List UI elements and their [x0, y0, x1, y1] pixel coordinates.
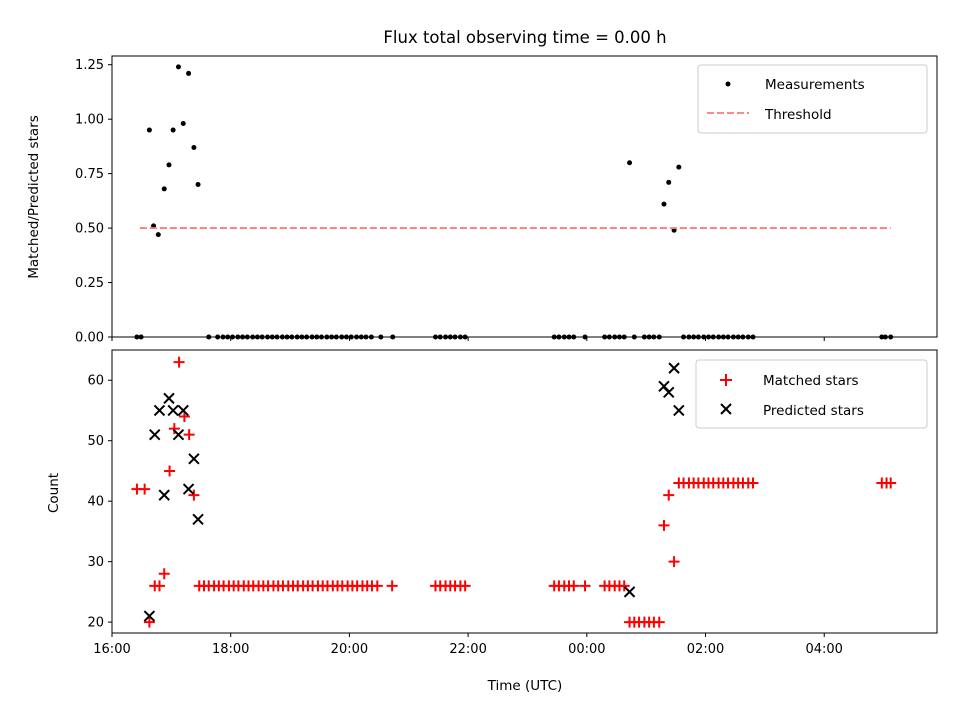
top-y-tick-label: 0.50 — [75, 222, 104, 237]
x-tick-label: 16:00 — [93, 642, 130, 657]
matched-star-point — [386, 580, 398, 592]
matched-star-point — [747, 477, 759, 489]
measurement-point — [191, 144, 197, 150]
matched-star-point — [139, 483, 151, 495]
measurement-point — [161, 186, 167, 192]
matched-star-point — [183, 429, 195, 441]
bottom-y-axis-label: Count — [46, 473, 62, 513]
bottom-y-tick-label: 20 — [87, 616, 104, 631]
measurement-point — [180, 121, 186, 127]
measurement-point — [666, 179, 672, 185]
bottom-y-tick-label: 40 — [87, 495, 104, 510]
top-plot-frame — [111, 55, 938, 338]
measurement-point — [186, 70, 192, 76]
matched-star-point — [188, 489, 200, 501]
top-y-tick-label: 0.25 — [75, 276, 104, 291]
matched-star-point — [143, 616, 155, 628]
measurement-point — [175, 64, 181, 70]
top-plot-axes: 0.00 0.25 0.50 0.75 1.00 1.25 — [75, 58, 825, 346]
bottom-legend: Matched stars Predicted stars — [695, 359, 928, 429]
legend-threshold-label: Threshold — [764, 107, 832, 123]
bottom-plot-frame — [111, 349, 938, 634]
predicted-star-point — [153, 404, 166, 417]
top-y-tick-label: 0.75 — [75, 167, 104, 182]
measurement-point — [676, 164, 682, 170]
legend-matched-label: Matched stars — [763, 373, 859, 389]
measurement-point — [151, 223, 157, 229]
legend-measurements-marker — [725, 81, 731, 87]
top-y-axis-label: Matched/Predicted stars — [26, 115, 42, 278]
x-tick-label: 20:00 — [331, 642, 368, 657]
measurement-point — [155, 232, 161, 238]
bottom-y-tick-label: 60 — [87, 374, 104, 389]
measurement-point — [170, 127, 176, 133]
predicted-star-point — [158, 489, 170, 501]
bottom-plot-data — [131, 356, 897, 628]
predicted-star-point — [182, 483, 195, 495]
matched-star-point — [459, 580, 471, 592]
x-tick-label: 22:00 — [449, 642, 486, 657]
matched-star-point — [164, 465, 176, 477]
measurement-point — [166, 162, 172, 168]
x-axis-label: Time (UTC) — [487, 678, 563, 694]
bottom-plot-axes: 16:00 18:00 20:00 22:00 00:00 02:00 04:00 20 30 4… — [87, 374, 843, 657]
measurement-point — [195, 182, 201, 188]
matched-star-point — [168, 423, 180, 435]
legend-predicted-label: Predicted stars — [763, 403, 864, 419]
predicted-star-point — [143, 610, 156, 622]
bottom-legend-box — [695, 359, 928, 429]
matched-star-point — [885, 477, 897, 489]
predicted-star-point — [177, 404, 189, 417]
top-y-tick-label: 1.00 — [75, 113, 104, 128]
x-tick-label: 02:00 — [687, 642, 724, 657]
chart-title: Flux total observing time = 0.00 h — [383, 28, 666, 47]
predicted-star-point — [163, 392, 175, 405]
predicted-star-point — [167, 404, 179, 417]
predicted-star-point — [192, 513, 204, 526]
measurement-point — [627, 160, 633, 166]
legend-predicted-marker — [720, 403, 732, 415]
matched-star-point — [173, 356, 185, 368]
measurement-point — [661, 201, 667, 207]
bottom-y-tick-label: 30 — [87, 555, 104, 570]
measurement-point — [671, 227, 677, 233]
predicted-star-point — [623, 586, 636, 598]
measurement-point — [146, 127, 152, 133]
matched-star-point — [653, 616, 665, 628]
matched-star-point — [153, 580, 165, 592]
top-legend-box — [697, 64, 928, 134]
matched-star-point — [158, 568, 170, 580]
x-tick-label: 00:00 — [568, 642, 605, 657]
predicted-star-point — [663, 386, 675, 399]
predicted-star-point — [172, 428, 185, 441]
bottom-y-tick-label: 50 — [87, 434, 104, 449]
x-tick-label: 18:00 — [212, 642, 249, 657]
top-y-tick-label: 0.00 — [75, 331, 104, 346]
predicted-star-point — [668, 362, 680, 374]
matched-star-point — [371, 580, 383, 592]
matched-star-point — [663, 489, 675, 501]
predicted-star-point — [188, 453, 200, 465]
matched-star-point — [579, 580, 591, 592]
legend-matched-marker — [720, 374, 732, 386]
x-tick-label: 04:00 — [805, 642, 842, 657]
top-legend: Measurements Threshold — [697, 64, 928, 134]
matched-star-point — [658, 519, 670, 531]
legend-measurements-label: Measurements — [765, 77, 865, 93]
matched-star-point — [668, 556, 680, 568]
matched-star-point — [568, 580, 580, 592]
predicted-star-point — [149, 428, 161, 441]
matched-star-point — [618, 580, 630, 592]
top-y-tick-label: 1.25 — [75, 58, 104, 73]
predicted-star-point — [673, 404, 685, 417]
